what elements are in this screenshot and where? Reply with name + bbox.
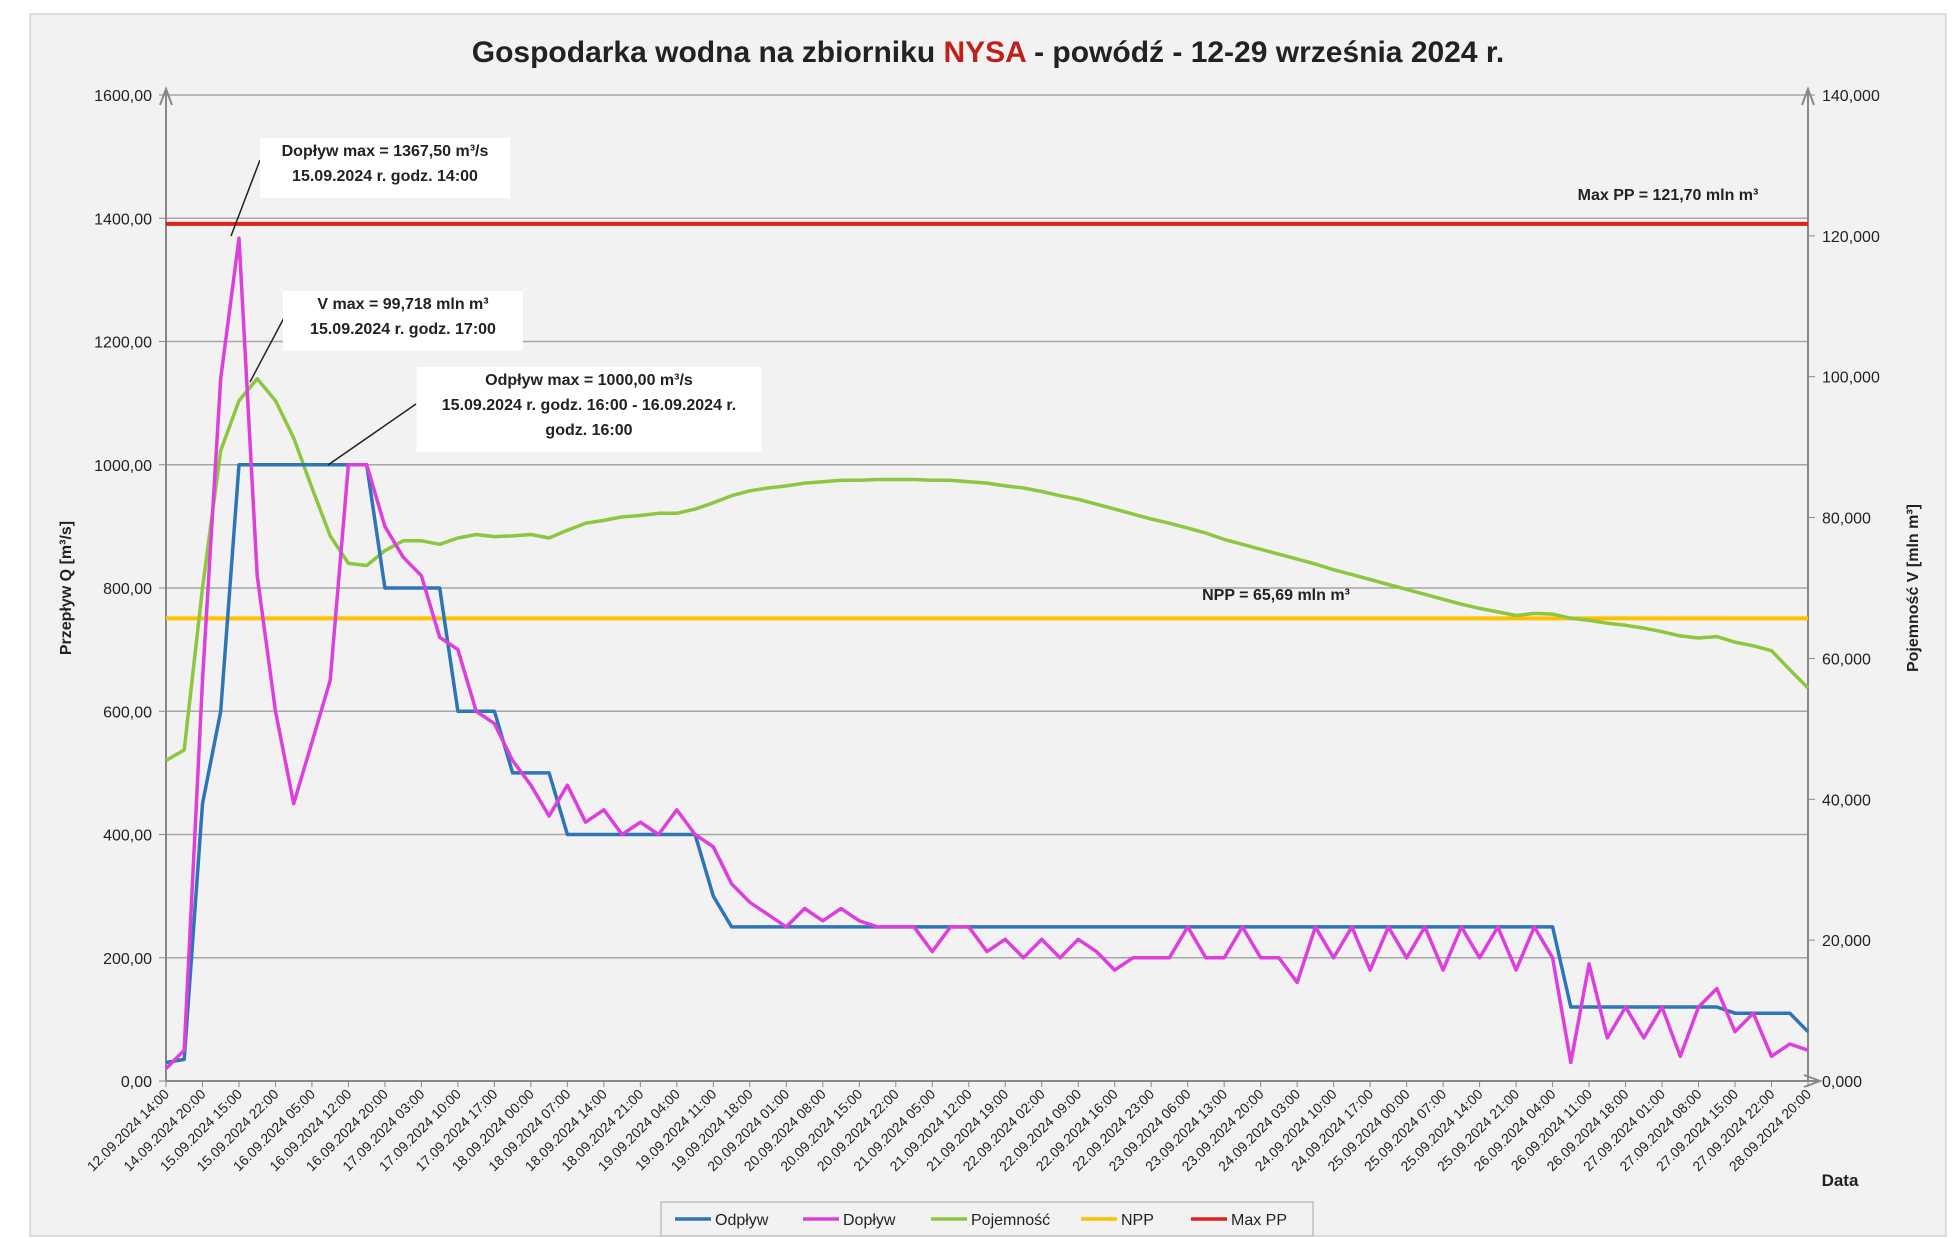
y2-axis-arrow [1801,86,1815,106]
y-axis-title: Przepływ Q [m³/s] [58,521,75,655]
legend-label: Pojemność [971,1212,1050,1229]
y2-tick-label: 60,000 [1822,651,1871,668]
title-part: NYSA [943,36,1026,69]
y2-tick-label: 20,000 [1822,933,1871,950]
y-tick-label: 1600,00 [94,88,152,105]
annotation-text: 15.09.2024 r. godz. 16:00 - 16.09.2024 r… [442,397,736,414]
y2-tick-label: 40,000 [1822,792,1871,809]
y-tick-label: 1400,00 [94,211,152,228]
annotation-leader [230,159,261,237]
y2-tick-label: 80,000 [1822,511,1871,528]
annotation-text: Dopływ max = 1367,50 m³/s [282,143,489,160]
legend-label: Dopływ [843,1212,896,1229]
title-part: - powódź - 12-29 września 2024 r. [1026,36,1505,69]
y-tick-label: 1200,00 [94,335,152,352]
y2-tick-label: 100,000 [1822,370,1880,387]
annotation-leader [327,403,417,466]
x-axis-title: Data [1822,1171,1859,1190]
y-tick-label: 600,00 [103,704,152,721]
legend-label: Max PP [1231,1212,1287,1229]
y-tick-label: 0,00 [121,1074,152,1091]
annotation-text: Odpływ max = 1000,00 m³/s [485,372,693,389]
y2-axis-title: Pojemność V [mln m³] [1905,504,1922,672]
annotation-text: V max = 99,718 mln m³ [317,296,488,313]
y-tick-label: 800,00 [103,581,152,598]
title-part: Gospodarka wodna na zbiorniku [472,36,944,69]
legend-label: Odpływ [715,1212,769,1229]
annotation-text: 15.09.2024 r. godz. 17:00 [310,321,496,338]
y-axis-arrow [159,86,173,106]
chart-title: Gospodarka wodna na zbiorniku NYSA - pow… [472,36,1505,69]
y2-tick-label: 120,000 [1822,229,1880,246]
reference-label: Max PP = 121,70 mln m³ [1578,187,1759,204]
y2-tick-label: 0,000 [1822,1074,1862,1091]
series-line [164,236,1809,1070]
annotation-box [416,367,762,452]
annotation-text: godz. 16:00 [545,422,632,439]
y-tick-label: 1000,00 [94,458,152,475]
annotation-box [283,291,523,351]
annotation-text: 15.09.2024 r. godz. 14:00 [292,168,478,185]
legend-label: NPP [1121,1212,1154,1229]
y2-tick-label: 140,000 [1822,88,1880,105]
series-line [165,376,1810,763]
x-axis-arrow [1803,1074,1823,1088]
annotation-leader [249,315,286,383]
annotation-box [260,138,510,198]
y-tick-label: 400,00 [103,828,152,845]
y-tick-label: 200,00 [103,951,152,968]
reference-label: NPP = 65,69 mln m³ [1202,587,1350,604]
